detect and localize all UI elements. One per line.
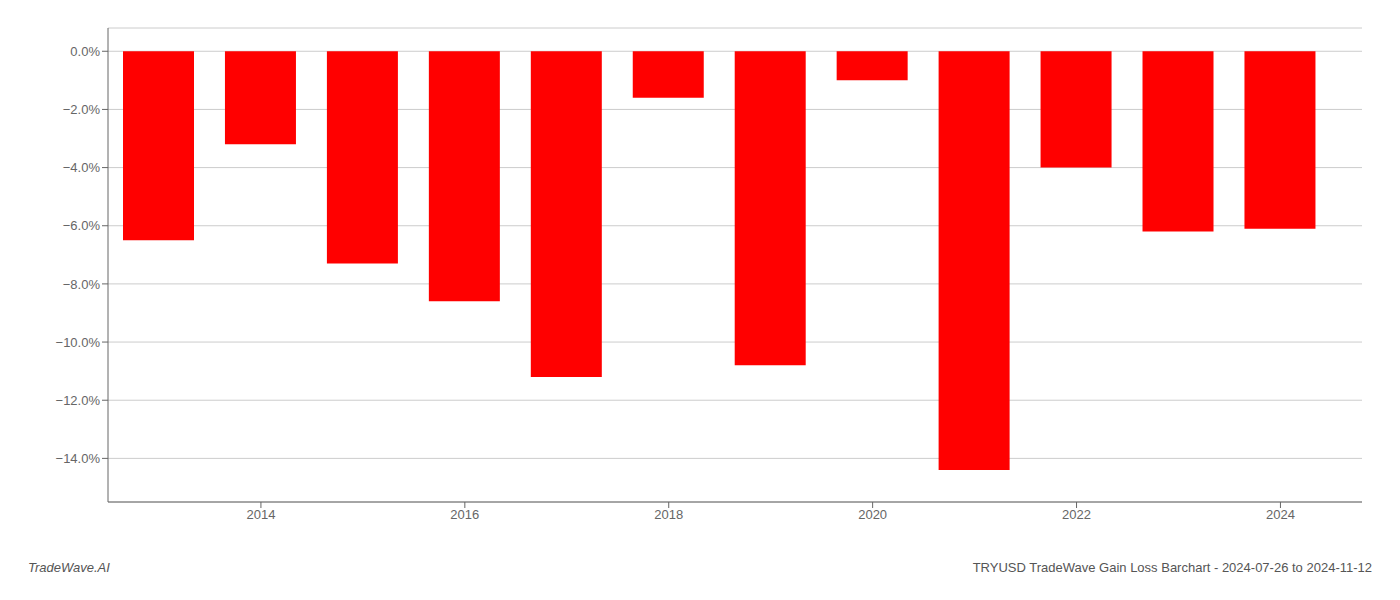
svg-text:−6.0%: −6.0%: [63, 218, 101, 233]
svg-text:−14.0%: −14.0%: [56, 451, 101, 466]
svg-text:2024: 2024: [1266, 507, 1295, 522]
svg-text:−2.0%: −2.0%: [63, 102, 101, 117]
svg-text:−10.0%: −10.0%: [56, 335, 101, 350]
svg-text:2022: 2022: [1062, 507, 1091, 522]
svg-text:0.0%: 0.0%: [70, 44, 100, 59]
svg-text:−4.0%: −4.0%: [63, 160, 101, 175]
svg-text:−12.0%: −12.0%: [56, 393, 101, 408]
svg-text:2016: 2016: [450, 507, 479, 522]
svg-text:−8.0%: −8.0%: [63, 277, 101, 292]
html-text:TradeWave.AI: TradeWave.AI: [28, 560, 110, 575]
svg-text:2014: 2014: [246, 507, 275, 522]
svg-text:2018: 2018: [654, 507, 683, 522]
svg-text:2020: 2020: [858, 507, 887, 522]
html-text:TRYUSD TradeWave Gain Loss Bar: TRYUSD TradeWave Gain Loss Barchart - 20…: [972, 560, 1372, 575]
